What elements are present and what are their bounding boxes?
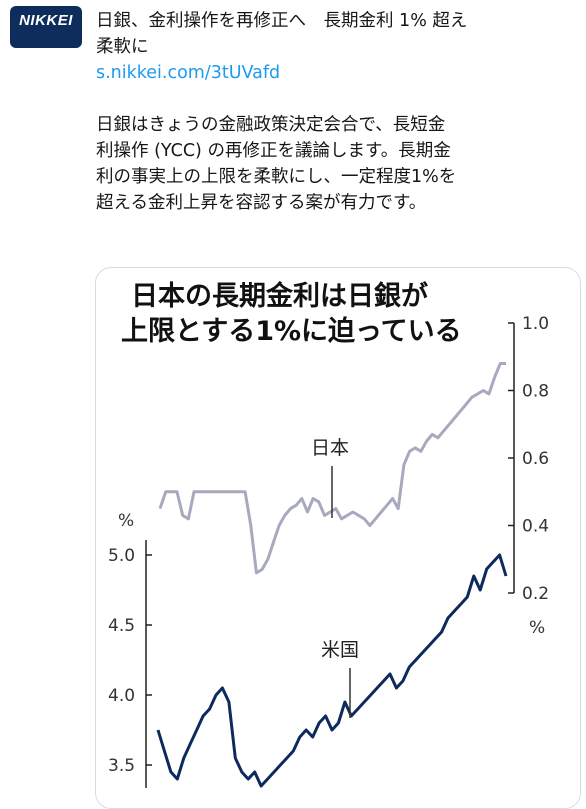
chart-image-card[interactable]: 日本の長期金利は日銀が 上限とする1%に迫っている % % 3.5 4.0 4.5 5… xyxy=(95,267,581,809)
us-series-line xyxy=(156,553,508,788)
chart-title-line1: 日本の長期金利は日銀が xyxy=(131,280,428,312)
tweet-body-line: 利の事実上の上限を柔軟にし、一定程度1%を xyxy=(96,167,457,187)
tweet-body-line: 日銀はきょうの金融政策決定会合で、長短金 xyxy=(96,115,446,135)
right-axis-tick-label: 0.2 xyxy=(522,584,549,604)
left-axis-tick-label: 4.0 xyxy=(108,686,135,706)
left-axis-tick-label: 4.5 xyxy=(108,616,135,636)
chart-svg: 日本の長期金利は日銀が 上限とする1%に迫っている % % 3.5 4.0 4.5 5… xyxy=(108,280,549,788)
right-axis-unit: % xyxy=(529,618,545,638)
left-axis-tick-label: 5.0 xyxy=(108,546,135,566)
tweet-body-line: 利操作 (YCC) の再修正を議論します。長期金 xyxy=(96,141,451,161)
tweet-text: 日銀、金利操作を再修正へ 長期金利 1% 超え 柔軟に s.nikkei.com… xyxy=(96,8,576,216)
tweet-headline-line1: 日銀、金利操作を再修正へ 長期金利 1% 超え xyxy=(96,11,468,31)
chart-title-line2: 上限とする1%に迫っている xyxy=(121,315,462,347)
us-series-label: 米国 xyxy=(321,639,359,661)
left-axis-unit: % xyxy=(118,511,134,531)
avatar[interactable]: NIKKEI xyxy=(10,6,82,48)
right-axis-tick-label: 1.0 xyxy=(522,314,549,334)
right-axis-tick-label: 0.4 xyxy=(522,517,549,537)
japan-series-line xyxy=(158,362,506,575)
tweet-body-line: 超える金利上昇を容認する案が有力です。 xyxy=(96,193,427,213)
right-axis-tick-label: 0.6 xyxy=(522,449,549,469)
article-link[interactable]: s.nikkei.com/3tUVafd xyxy=(96,63,281,83)
tweet-headline-line2: 柔軟に xyxy=(96,37,149,57)
right-axis-tick-label: 0.8 xyxy=(522,382,549,402)
left-axis-tick-label: 3.5 xyxy=(108,756,135,776)
avatar-label: NIKKEI xyxy=(19,12,73,29)
japan-series-label: 日本 xyxy=(311,437,349,459)
